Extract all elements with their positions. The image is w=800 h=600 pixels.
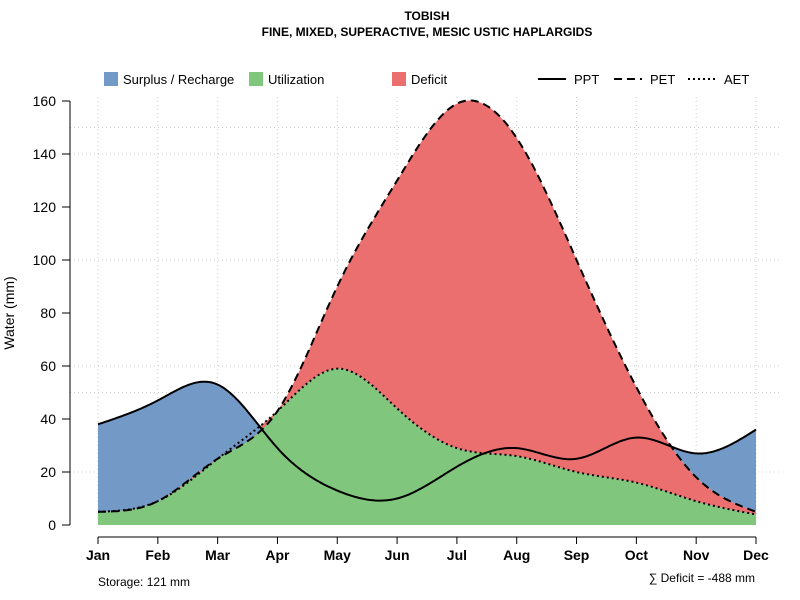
chart-subtitle: FINE, MIXED, SUPERACTIVE, MESIC USTIC HA… bbox=[262, 25, 593, 39]
x-tick-label-feb: Feb bbox=[145, 547, 170, 563]
legend-label-pet: PET bbox=[650, 72, 675, 87]
legend-label-aet: AET bbox=[724, 72, 749, 87]
y-tick-label-0: 0 bbox=[48, 517, 56, 533]
deficit-annotation: ∑ Deficit = -488 mm bbox=[649, 571, 755, 585]
y-tick-label-140: 140 bbox=[33, 146, 57, 162]
legend-label-utilization: Utilization bbox=[268, 72, 324, 87]
x-tick-label-may: May bbox=[324, 547, 351, 563]
x-tick-label-nov: Nov bbox=[683, 547, 710, 563]
y-tick-label-100: 100 bbox=[33, 252, 57, 268]
x-tick-label-sep: Sep bbox=[564, 547, 590, 563]
series-lines bbox=[97, 99, 757, 516]
area-deficit bbox=[98, 100, 756, 515]
legend-label-surplus: Surplus / Recharge bbox=[123, 72, 234, 87]
y-tick-label-40: 40 bbox=[40, 411, 56, 427]
legend-label-deficit: Deficit bbox=[411, 72, 448, 87]
x-tick-label-oct: Oct bbox=[625, 547, 649, 563]
area-utilization bbox=[98, 368, 756, 525]
x-tick-label-jul: Jul bbox=[447, 547, 467, 563]
y-axis-label: Water (mm) bbox=[1, 276, 17, 349]
x-tick-label-jun: Jun bbox=[385, 547, 410, 563]
y-tick-label-160: 160 bbox=[33, 93, 57, 109]
storage-annotation: Storage: 121 mm bbox=[98, 575, 190, 589]
y-tick-label-80: 80 bbox=[40, 305, 56, 321]
chart-title: TOBISH bbox=[404, 9, 449, 23]
series-line-pet bbox=[97, 99, 757, 513]
legend-swatch-utilization bbox=[249, 72, 263, 86]
y-tick-label-60: 60 bbox=[40, 358, 56, 374]
x-tick-label-aug: Aug bbox=[503, 547, 530, 563]
legend-swatch-surplus bbox=[104, 72, 118, 86]
y-tick-label-20: 20 bbox=[40, 464, 56, 480]
y-tick-label-120: 120 bbox=[33, 199, 57, 215]
x-tick-label-dec: Dec bbox=[743, 547, 769, 563]
axes: 0 20 40 60 80 100 120 140 160 Jan Feb Mar Apr May Jun J… bbox=[33, 93, 769, 563]
legend: Surplus / Recharge Utilization Deficit P… bbox=[104, 72, 749, 87]
legend-label-ppt: PPT bbox=[574, 72, 599, 87]
area-surplus bbox=[98, 100, 756, 512]
area-fills bbox=[98, 100, 756, 525]
legend-swatch-deficit bbox=[392, 72, 406, 86]
x-tick-label-jan: Jan bbox=[86, 547, 110, 563]
x-tick-label-mar: Mar bbox=[205, 547, 230, 563]
x-tick-label-apr: Apr bbox=[265, 547, 290, 563]
series-line-ppt bbox=[97, 380, 757, 502]
